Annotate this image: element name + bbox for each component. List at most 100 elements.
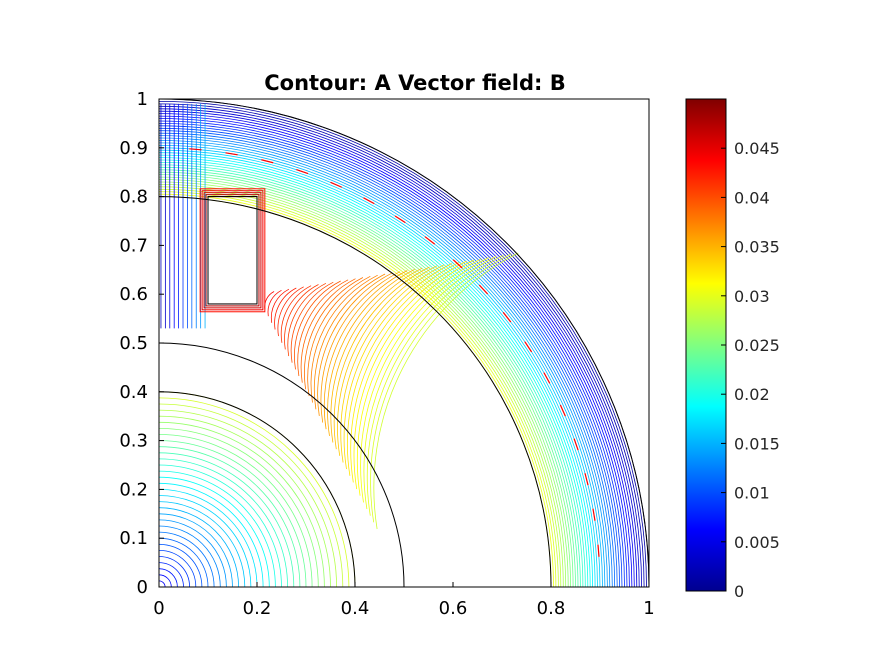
contour-line <box>159 105 642 587</box>
contour-line <box>159 501 246 587</box>
vector-arrow <box>225 152 238 156</box>
x-tick-label: 0.2 <box>243 598 272 619</box>
contour-line <box>159 397 350 587</box>
contour-line <box>159 525 221 587</box>
vector-arrow <box>330 181 342 188</box>
x-tick-label: 1 <box>643 598 654 619</box>
colorbar-tick-label: 0.02 <box>734 385 770 404</box>
contour-line <box>360 257 489 503</box>
contour-line <box>159 519 227 587</box>
contour-line <box>340 264 445 463</box>
contour-line <box>307 275 371 397</box>
axes: 0 0.2 0.4 0.6 0.8 1 0 0.1 0.2 0.3 0.4 0.5 0.6 0.7 0.8 0… <box>119 89 654 619</box>
vector-arrow <box>543 372 551 384</box>
x-tick-label: 0.8 <box>537 598 566 619</box>
contour-line <box>366 254 504 516</box>
contour-line <box>337 265 438 456</box>
chart-title: Contour: A Vector field: B <box>264 71 566 95</box>
coil-boundary <box>207 196 258 305</box>
contour-line <box>353 259 475 490</box>
contour-line <box>159 446 301 587</box>
contour-lines <box>159 99 649 587</box>
contour-line <box>320 271 401 423</box>
contour-line <box>303 277 364 390</box>
contour-line <box>300 278 356 383</box>
vector-arrow <box>524 341 533 353</box>
contour-line <box>159 149 598 587</box>
vector-arrow <box>394 215 406 224</box>
contour-line <box>159 415 331 587</box>
colorbar <box>685 98 727 592</box>
contour-line <box>323 270 408 430</box>
colorbar-tick-label: 0.005 <box>734 533 780 552</box>
contour-line <box>343 263 452 470</box>
contour-line <box>159 513 233 587</box>
vector-arrow <box>573 438 579 451</box>
contour-line <box>159 507 239 587</box>
contour-line <box>205 194 260 307</box>
contour-line <box>159 132 616 587</box>
x-tick-label: 0.4 <box>341 598 370 619</box>
contour-line <box>297 279 349 377</box>
x-tick-label: 0.6 <box>439 598 468 619</box>
contour-line <box>159 137 611 587</box>
contour-line <box>159 101 647 587</box>
y-tick-label: 0 <box>137 577 148 598</box>
contour-line <box>159 476 270 587</box>
contour-line <box>159 556 190 587</box>
contour-line <box>159 537 209 587</box>
colorbar-tick-label: 0.045 <box>734 139 780 158</box>
contour-line <box>159 421 325 587</box>
contour-line <box>284 284 319 350</box>
y-tick-label: 0.2 <box>119 479 148 500</box>
vector-arrow <box>584 473 589 486</box>
boundary-arc <box>159 99 649 587</box>
contour-line <box>159 118 630 587</box>
contour-line <box>159 113 635 587</box>
vector-arrow <box>597 544 600 557</box>
vector-arrow <box>452 259 463 269</box>
contour-line <box>287 282 327 357</box>
contour-line <box>370 253 512 523</box>
contour-line <box>159 550 197 587</box>
y-tick-label: 0.7 <box>119 235 148 256</box>
contour-line <box>159 531 215 587</box>
contour-line <box>270 288 290 323</box>
contour-line <box>159 562 184 587</box>
contour-line <box>317 272 393 416</box>
colorbar-tick-label: 0.01 <box>734 484 770 503</box>
contour-line <box>267 289 282 317</box>
vector-arrow <box>363 197 375 205</box>
contour-line <box>373 252 519 530</box>
boundary-arc <box>159 342 405 587</box>
contour-line <box>159 440 307 587</box>
contour-line <box>350 260 467 483</box>
boundary-arc <box>159 196 552 587</box>
contour-line <box>159 120 628 587</box>
contour-line <box>201 190 264 311</box>
contour-line <box>159 154 593 587</box>
colorbar-tick-label: 0 <box>734 582 744 601</box>
contour-line <box>159 157 591 587</box>
contour-line <box>277 286 304 337</box>
colorbar-tick-label: 0.04 <box>734 188 770 207</box>
contour-line <box>310 274 378 403</box>
contour-line <box>159 125 623 587</box>
contour-line <box>159 482 264 587</box>
contour-line <box>159 115 633 587</box>
y-tick-label: 0.9 <box>119 138 148 159</box>
contour-line <box>159 403 344 587</box>
colorbar-ticks: 0 0.005 0.01 0.015 0.02 0.025 0.03 0.035 0.04 0.0… <box>721 139 780 601</box>
contour-line <box>159 464 282 587</box>
contour-line <box>280 285 312 343</box>
contour-line <box>159 495 252 587</box>
contour-line <box>159 568 178 587</box>
contour-line <box>313 273 386 410</box>
contour-line <box>159 103 645 587</box>
contour-line <box>159 159 589 587</box>
y-tick-label: 0.4 <box>119 382 148 403</box>
contour-line <box>159 434 313 587</box>
vector-arrow <box>502 312 512 323</box>
contour-line <box>159 428 319 587</box>
contour-line <box>363 256 497 510</box>
